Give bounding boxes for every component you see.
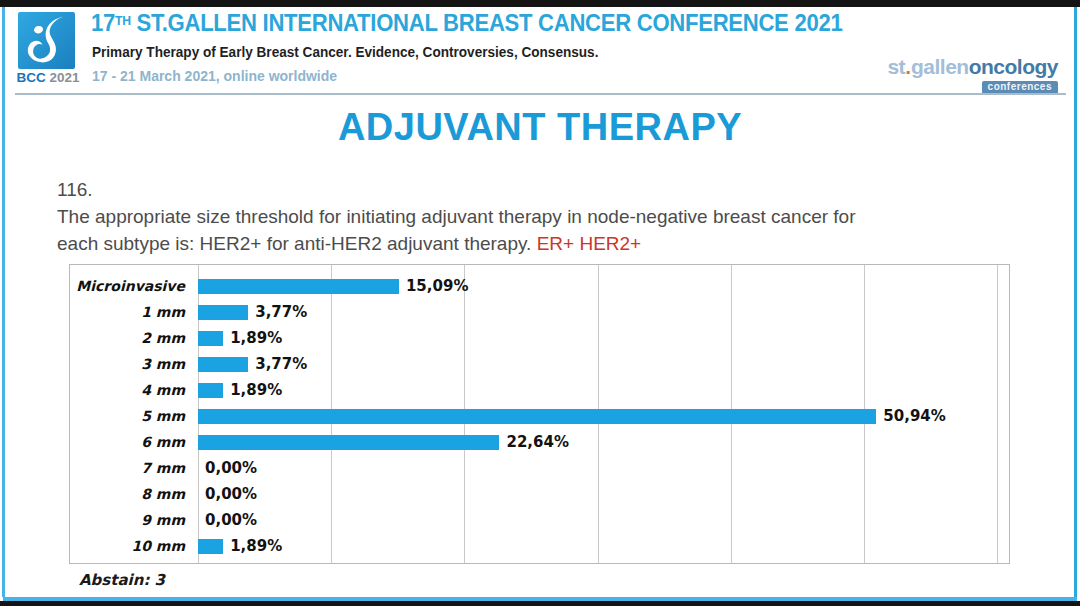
question-block: 116. The appropriate size threshold for … (57, 176, 855, 257)
category-label: 5 mm (70, 408, 198, 424)
bar-area: 3,77% (198, 351, 997, 377)
question-highlight: ER+ HER2+ (537, 233, 642, 254)
bar-area: 0,00% (198, 455, 997, 481)
question-line2-text: each subtype is: HER2+ for anti-HER2 adj… (57, 233, 537, 254)
bcc-drop-icon (18, 12, 75, 69)
value-label: 1,89% (230, 537, 282, 555)
value-label: 0,00% (205, 485, 257, 503)
chart-row: 3 mm 3,77% (70, 351, 1009, 377)
question-number: 116. (57, 176, 855, 203)
conference-title-text: ST.GALLEN INTERNATIONAL BREAST CANCER CO… (131, 9, 843, 36)
bar (198, 279, 399, 294)
category-label: 6 mm (70, 434, 198, 450)
chart-row: 10 mm 1,89% (70, 533, 1009, 559)
brand-gallen: gallen (911, 55, 969, 78)
bar-area: 1,89% (198, 533, 997, 559)
category-label: 4 mm (70, 382, 198, 398)
value-label: 15,09% (406, 277, 468, 295)
stgallen-oncology-wordmark: st.gallenoncology (887, 56, 1058, 77)
conference-title-ordinal: TH (115, 13, 131, 28)
brand-oncology: oncology (969, 55, 1058, 78)
question-line1: The appropriate size threshold for initi… (57, 203, 855, 230)
conference-title: 17TH ST.GALLEN INTERNATIONAL BREAST CANC… (91, 9, 842, 37)
bar-area: 1,89% (198, 377, 997, 403)
chart-row: 2 mm 1,89% (70, 325, 1009, 351)
right-border-line (1074, 7, 1077, 597)
bar-area: 1,89% (198, 325, 997, 351)
bar-area: 0,00% (198, 507, 997, 533)
stgallen-oncology-logo: st.gallenoncology conferences (887, 56, 1058, 94)
chart-row: 1 mm 3,77% (70, 299, 1009, 325)
question-line2: each subtype is: HER2+ for anti-HER2 adj… (57, 230, 855, 257)
chart-row: 4 mm 1,89% (70, 377, 1009, 403)
category-label: 3 mm (70, 356, 198, 372)
category-label: 2 mm (70, 330, 198, 346)
chart-row: 5 mm 50,94% (70, 403, 1009, 429)
conference-subtitle: Primary Therapy of Early Breast Cancer. … (92, 44, 598, 60)
bar (198, 305, 248, 320)
value-label: 3,77% (255, 303, 307, 321)
category-label: 10 mm (70, 538, 198, 554)
category-label: Microinvasive (70, 278, 198, 294)
category-label: 8 mm (70, 486, 198, 502)
bcc-logo-caption: BCC 2021 (13, 70, 83, 85)
category-label: 9 mm (70, 512, 198, 528)
value-label: 3,77% (255, 355, 307, 373)
value-label: 22,64% (506, 433, 568, 451)
bottom-edge-strip (0, 601, 1080, 606)
chart-row: Microinvasive 15,09% (70, 273, 1009, 299)
value-label: 1,89% (230, 381, 282, 399)
slide-page: BCC 2021 17TH ST.GALLEN INTERNATIONAL BR… (0, 0, 1080, 606)
bar (198, 331, 223, 346)
bar (198, 409, 876, 424)
chart-row: 9 mm 0,00% (70, 507, 1009, 533)
chart-row: 7 mm 0,00% (70, 455, 1009, 481)
value-label: 0,00% (205, 459, 257, 477)
bar (198, 435, 499, 450)
bcc-text: BCC (16, 70, 45, 85)
value-label: 50,94% (883, 407, 945, 425)
bar-area: 22,64% (198, 429, 997, 455)
value-label: 0,00% (205, 511, 257, 529)
bar (198, 539, 223, 554)
left-border-line (2, 7, 5, 597)
conference-date: 17 - 21 March 2021, online worldwide (92, 68, 337, 84)
chart-row: 8 mm 0,00% (70, 481, 1009, 507)
category-label: 1 mm (70, 304, 198, 320)
results-bar-chart: Microinvasive 15,09% 1 mm 3,77% 2 mm 1,89% 3 m… (69, 264, 1010, 564)
abstain-note: Abstain: 3 (79, 571, 165, 589)
category-label: 7 mm (70, 460, 198, 476)
value-label: 1,89% (230, 329, 282, 347)
bar (198, 357, 248, 372)
bar-area: 3,77% (198, 299, 997, 325)
bar (198, 383, 223, 398)
header-separator (15, 93, 1066, 95)
conference-title-number: 17 (91, 9, 115, 36)
bar-area: 50,94% (198, 403, 997, 429)
bcc-logo (18, 12, 75, 69)
bar-area: 15,09% (198, 273, 997, 299)
top-edge-strip (0, 0, 1080, 7)
chart-row: 6 mm 22,64% (70, 429, 1009, 455)
bcc-year: 2021 (49, 70, 79, 85)
slide-title: ADJUVANT THERAPY (0, 106, 1080, 149)
brand-st: st (887, 55, 905, 78)
bar-area: 0,00% (198, 481, 997, 507)
chart-rows: Microinvasive 15,09% 1 mm 3,77% 2 mm 1,89% 3 m… (70, 273, 1009, 559)
